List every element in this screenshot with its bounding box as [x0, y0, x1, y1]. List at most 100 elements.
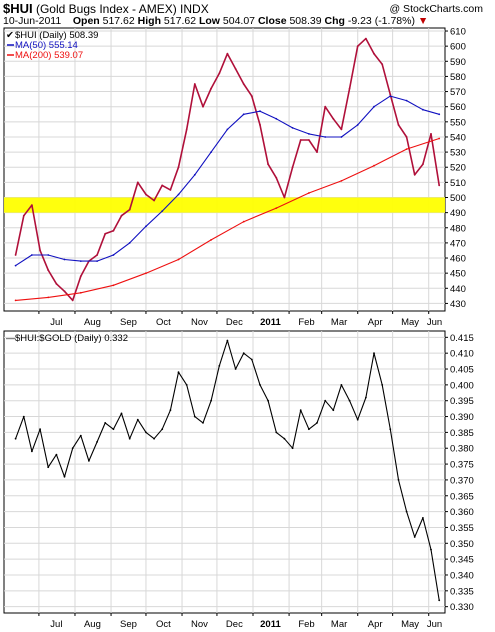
price-point [22, 214, 25, 217]
ratio-point [250, 358, 253, 361]
ratio-point [112, 428, 115, 431]
ma50-point [324, 136, 327, 138]
lower-gridlines [4, 331, 445, 613]
close-value: 508.39 [289, 15, 322, 27]
x-tick-label: Feb [298, 619, 314, 630]
y-tick-label: 600 [450, 42, 466, 53]
ratio-point [120, 412, 123, 415]
legend-ratio: $HUI:$GOLD (Daily) 0.332 [15, 333, 128, 344]
price-point [128, 208, 131, 211]
x-tick-label: Oct [156, 317, 171, 328]
price-point [283, 196, 286, 199]
x-tick-label: Oct [156, 619, 171, 630]
price-point [316, 151, 318, 154]
ma200-point [79, 291, 82, 294]
ma200-point [145, 272, 147, 275]
price-point [63, 290, 66, 293]
ma200-line [15, 137, 440, 301]
ratio-point [356, 418, 359, 421]
x-tick-label: 2011 [260, 317, 281, 328]
legend-ma50: MA(50) 555.14 [15, 40, 78, 51]
highlight-band [4, 197, 445, 213]
x-tick-label: Feb [298, 317, 314, 328]
y-tick-label: 580 [450, 72, 466, 83]
ratio-point [96, 441, 98, 443]
ma200-point [373, 164, 375, 167]
upper-series [14, 37, 441, 302]
x-tick-label: Nov [191, 317, 208, 328]
y-tick-label: 0.360 [450, 507, 474, 518]
ma50-point [356, 124, 359, 126]
ratio-point [381, 384, 384, 386]
y-tick-label: 0.415 [450, 333, 474, 344]
ratio-point [259, 384, 261, 386]
exchange: INDX [180, 2, 209, 16]
open-value: 517.62 [102, 15, 135, 27]
x-tick-label: Jul [50, 619, 62, 630]
price-point [14, 254, 17, 256]
price-point [234, 68, 237, 70]
price-point [324, 105, 327, 108]
ratio-point [291, 447, 294, 450]
y-tick-label: 0.345 [450, 555, 474, 566]
ma50-point [31, 254, 33, 256]
low-value: 504.07 [222, 15, 256, 27]
ratio-point [161, 428, 164, 431]
ma50-point [308, 133, 310, 135]
ratio-point [39, 428, 41, 431]
lower-x-ticks: Jul Aug Sep Oct Nov Dec 2011 Feb Mar Apr May Jun [38, 613, 442, 630]
y-tick-label: 480 [450, 223, 466, 234]
ma50-point [340, 136, 343, 138]
price-point [39, 249, 41, 252]
ma50-point [145, 225, 147, 228]
ratio-point [55, 453, 58, 456]
x-tick-label: Jun [427, 619, 442, 630]
quote-line: 10-Jun-2011 Open 517.62 High 517.62 Low … [3, 15, 428, 27]
ratio-point [136, 418, 139, 421]
price-point [193, 83, 196, 85]
stockcharts-watermark: @ StockCharts.com [389, 3, 483, 15]
price-point [96, 254, 98, 256]
y-tick-label: 520 [450, 163, 466, 174]
y-tick-label: 450 [450, 269, 466, 280]
price-point [71, 299, 74, 302]
ratio-point [226, 339, 229, 342]
price-point [259, 124, 261, 126]
upper-panel: 430 440 450 460 470 480 490 500 510 520 530 540 550 5… [3, 27, 466, 312]
price-point [120, 214, 123, 217]
price-point [397, 124, 400, 126]
x-tick-label: Mar [331, 619, 347, 630]
high-label: High [137, 15, 161, 27]
symbol: $HUI [3, 1, 33, 16]
legend-marker-icon: ✔ [6, 30, 14, 41]
ma200-point [438, 137, 441, 140]
ratio-point [308, 428, 310, 431]
x-tick-label: Apr [368, 619, 383, 630]
ma50-point [405, 99, 408, 102]
x-tick-label: Jun [427, 317, 442, 328]
chg-label: Chg [324, 15, 345, 27]
lower-panel: 0.330 0.335 0.340 0.345 0.350 0.355 0.360 0.365… [3, 330, 474, 614]
ratio-point [283, 437, 286, 440]
y-tick-label: 0.335 [450, 586, 474, 597]
x-tick-label: Apr [368, 317, 383, 328]
price-point [47, 269, 50, 271]
price-point [177, 166, 180, 169]
ratio-point [422, 517, 424, 519]
lower-plot-frame [3, 330, 446, 614]
chg-value: -9.23 (-1.78%) [347, 15, 415, 27]
low-label: Low [198, 15, 220, 27]
ratio-point [324, 399, 327, 402]
ratio-point [413, 536, 416, 538]
price-point [275, 176, 278, 179]
y-tick-label: 0.370 [450, 475, 474, 486]
price-point [413, 173, 416, 176]
price-point [104, 232, 107, 235]
price-point [145, 193, 147, 196]
y-tick-label: 0.355 [450, 523, 474, 534]
ratio-point [31, 450, 33, 453]
y-tick-label: 0.400 [450, 380, 474, 391]
ma200-point [14, 299, 17, 302]
ma50-point [63, 258, 66, 261]
ratio-point [275, 431, 278, 434]
